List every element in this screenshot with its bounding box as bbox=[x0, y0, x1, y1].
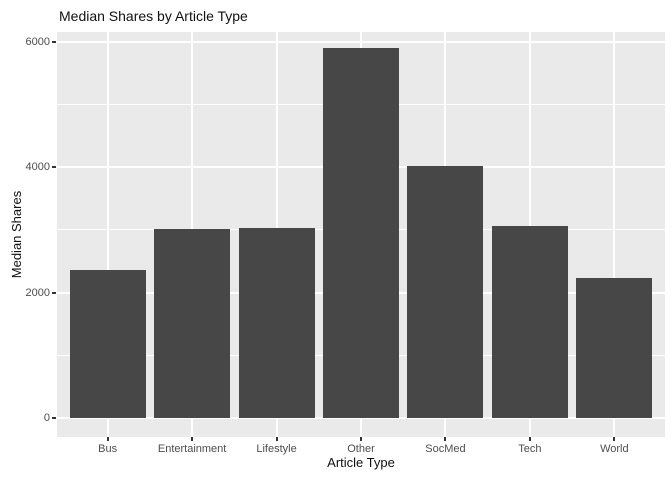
y-tick-mark bbox=[52, 417, 56, 419]
y-tick-mark bbox=[52, 291, 56, 294]
x-tick-mark bbox=[613, 437, 616, 441]
x-tick-label: Entertainment bbox=[157, 443, 227, 455]
bar-world bbox=[576, 278, 653, 418]
x-tick-mark bbox=[360, 437, 362, 441]
x-axis-title: Article Type bbox=[327, 455, 395, 470]
bar-lifestyle bbox=[238, 228, 315, 418]
y-tick-mark bbox=[52, 40, 56, 43]
x-tick-label: World bbox=[600, 443, 629, 455]
x-tick-mark bbox=[444, 437, 447, 441]
bar-bus bbox=[69, 269, 146, 418]
vertical-gridline bbox=[106, 32, 109, 437]
bar-tech bbox=[491, 226, 568, 418]
x-tick-label: Other bbox=[347, 443, 375, 455]
x-tick-mark bbox=[191, 437, 194, 441]
bar-other bbox=[323, 48, 399, 418]
x-tick-mark bbox=[106, 437, 109, 441]
x-tick-label: Tech bbox=[518, 443, 542, 455]
x-tick-mark bbox=[275, 437, 278, 441]
x-tick-mark bbox=[528, 437, 531, 441]
vertical-gridline bbox=[613, 32, 616, 437]
y-tick-label: 4000 bbox=[25, 161, 50, 173]
x-tick-label: SocMed bbox=[425, 443, 466, 455]
x-tick-label: Bus bbox=[98, 443, 118, 455]
y-axis-title: Median Shares bbox=[9, 190, 24, 279]
x-tick-label: Lifestyle bbox=[256, 443, 297, 455]
y-tick-label: 0 bbox=[43, 412, 50, 424]
plot-title: Median Shares by Article Type bbox=[59, 8, 248, 24]
bar-socmed bbox=[407, 166, 484, 418]
chart-panel bbox=[57, 32, 665, 437]
bar-entertainment bbox=[154, 229, 231, 418]
y-tick-label: 6000 bbox=[25, 35, 50, 48]
y-tick-label: 2000 bbox=[25, 286, 50, 299]
y-tick-mark bbox=[52, 166, 56, 168]
